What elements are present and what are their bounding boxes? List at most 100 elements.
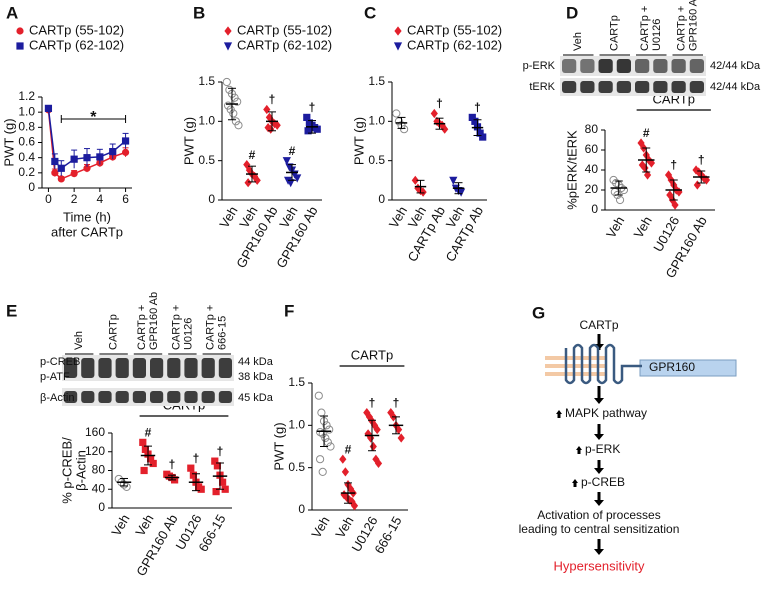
data-point <box>471 117 479 125</box>
up-arrow <box>556 410 562 418</box>
data-point <box>96 153 104 161</box>
data-point <box>318 467 327 476</box>
data-point <box>244 178 252 188</box>
significance: † <box>698 153 705 167</box>
data-point <box>141 445 149 454</box>
data-point <box>286 179 295 188</box>
y-tick-label: 1.5 <box>368 74 385 88</box>
blot-band <box>64 391 78 403</box>
panel-letter: B <box>193 3 205 22</box>
legend-marker <box>394 26 402 36</box>
arrow-head <box>594 398 604 404</box>
y-axis-label: % p-CREB/ <box>59 437 74 504</box>
significance: # <box>345 442 352 456</box>
ligand: CARTp <box>579 318 618 332</box>
y-tick-label: 0 <box>298 502 305 516</box>
outcome: Activation of processes <box>537 508 660 522</box>
data-point <box>438 120 446 130</box>
y-tick-label: 120 <box>85 444 105 458</box>
step: MAPK pathway <box>565 406 647 420</box>
blot-band <box>81 358 95 378</box>
significance: † <box>169 457 176 471</box>
data-point <box>187 464 195 472</box>
data-point <box>51 169 59 177</box>
group-label: CARTp <box>351 347 393 362</box>
data-point <box>387 408 395 418</box>
data-point <box>318 429 327 438</box>
data-point <box>363 408 371 418</box>
lane-label: CARTp <box>108 314 120 350</box>
x-tick-label: Veh <box>386 204 410 231</box>
lane-label: U0126 <box>182 318 194 350</box>
data-point <box>671 200 679 210</box>
data-point <box>369 441 377 452</box>
data-point <box>693 180 701 190</box>
data-point <box>350 501 359 511</box>
y-tick-label: 0.8 <box>18 120 35 134</box>
blot-band <box>167 391 181 403</box>
x-axis-label: Time (h) <box>63 209 111 224</box>
data-point <box>457 188 466 197</box>
receptor-label: GPR160 <box>649 360 695 374</box>
significance: † <box>217 444 224 458</box>
y-tick-label: 0.2 <box>18 165 35 179</box>
blot-band <box>167 358 181 378</box>
y-tick-label: 80 <box>92 463 106 477</box>
legend-marker <box>223 42 233 51</box>
legend-label: CARTp (55-102) <box>237 22 332 37</box>
size-label: 45 kDa <box>238 392 274 404</box>
y-tick-label: 40 <box>92 481 106 495</box>
data-point <box>57 164 65 172</box>
data-point <box>139 438 147 446</box>
significance: † <box>369 396 376 410</box>
x-tick-label: 4 <box>97 192 104 206</box>
x-tick-label: Veh <box>216 204 240 231</box>
size-label: 44 kDa <box>238 356 274 368</box>
blot-band <box>132 391 146 403</box>
row-label: p-ATF <box>40 371 70 383</box>
x-tick-label: 6 <box>122 192 129 206</box>
blot-band <box>562 59 577 73</box>
data-point <box>264 123 272 133</box>
lane-label: CARTp + <box>170 305 182 350</box>
lane-label: Veh <box>73 331 85 350</box>
blot-band <box>132 358 146 378</box>
blot-band <box>598 81 613 93</box>
significance: # <box>643 126 650 140</box>
data-point <box>109 148 117 156</box>
blot-band <box>218 391 232 403</box>
blot-band <box>64 358 78 378</box>
data-point <box>282 157 291 166</box>
y-tick-label: 0 <box>98 500 105 514</box>
y-tick-label: 0 <box>591 202 598 216</box>
blot-band <box>580 59 595 73</box>
data-point <box>140 466 148 475</box>
data-point <box>325 425 334 434</box>
data-point <box>392 109 401 118</box>
panel-letter: E <box>6 301 17 320</box>
significance: # <box>145 426 152 440</box>
y-axis-label: PWT (g) <box>181 117 196 165</box>
data-point <box>83 164 91 172</box>
arrow-head <box>594 468 604 474</box>
data-point <box>340 490 348 500</box>
y-axis-label: %pERK/tERK <box>564 130 579 210</box>
legend-label: CARTp (62-102) <box>407 37 502 52</box>
y-tick-label: 80 <box>585 122 599 136</box>
data-point <box>419 187 427 197</box>
data-point <box>313 125 321 133</box>
data-point <box>637 138 645 148</box>
data-point <box>449 176 458 185</box>
blot-band <box>81 391 95 403</box>
x-tick-label: Veh <box>603 214 627 241</box>
panel-letter: F <box>284 301 294 320</box>
arrow-head <box>594 549 604 555</box>
y-tick-label: 160 <box>85 425 105 439</box>
up-arrow <box>572 479 578 487</box>
data-point <box>479 133 487 141</box>
data-point <box>122 482 131 492</box>
data-point <box>666 190 674 200</box>
data-point <box>322 421 331 430</box>
y-axis-label: PWT (g) <box>351 117 366 165</box>
data-point <box>692 165 700 175</box>
